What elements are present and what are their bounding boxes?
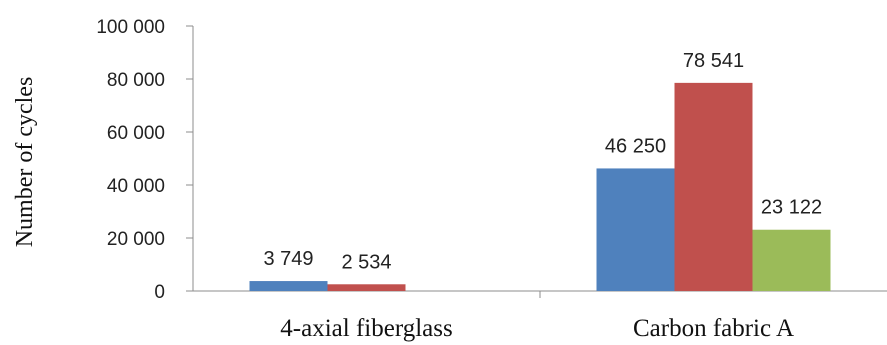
data-label: 2 534 [341, 251, 391, 273]
category-label: 4-axial fiberglass [280, 315, 452, 342]
bar [327, 284, 406, 291]
bar [674, 82, 753, 291]
data-label: 46 250 [605, 135, 666, 157]
data-label: 23 122 [761, 197, 822, 219]
y-axis-label: Number of cycles [12, 77, 38, 248]
y-tick-label: 40 000 [107, 176, 165, 197]
bar [752, 229, 831, 291]
y-tick-label: 20 000 [107, 229, 165, 250]
category-label: Carbon fabric A [633, 315, 794, 342]
category-labels: 4-axial fiberglass Carbon fabric A [280, 315, 794, 342]
y-axis-ticks: 0 20 000 40 000 60 000 80 000 100 000 [96, 17, 193, 303]
data-label: 78 541 [683, 50, 744, 72]
y-tick-label: 100 000 [96, 17, 165, 38]
y-tick-label: 60 000 [107, 123, 165, 144]
bars-group [249, 82, 831, 291]
y-tick-label: 0 [154, 282, 165, 303]
y-tick-label: 80 000 [107, 70, 165, 91]
data-labels-group: 3 749 2 534 46 250 78 541 23 122 [263, 50, 822, 273]
data-label: 3 749 [263, 248, 313, 270]
bar [249, 281, 328, 291]
bar [596, 168, 675, 291]
